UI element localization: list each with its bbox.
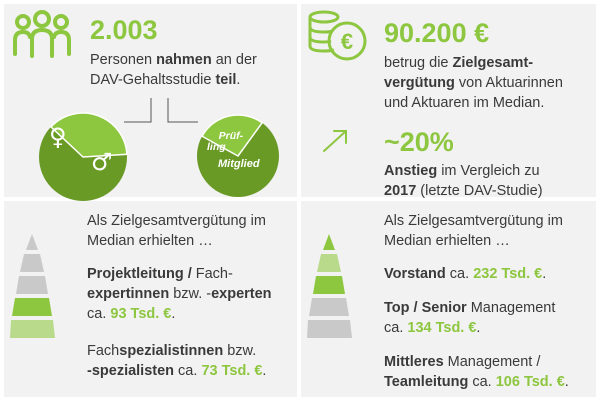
status-pie-chart [197,114,279,197]
management-panel: Als Zielgesamtvergütung im Median erhiel… [301,201,596,397]
median-salary-description: betrug die Zielgesamt- vergütung von Akt… [384,55,563,111]
participants-panel: 2.003 Personen nahmen an der DAV-Gehalts… [4,4,297,201]
coins-euro-icon: € [308,10,367,61]
specialists-item: Fachspezialistinnen bzw. -spezialisten c… [87,343,267,379]
specialists-intro: Als Zielgesamtvergütung im Median erhiel… [87,213,266,249]
svg-text:€: € [341,29,353,54]
increase-value: ~20% [384,127,454,157]
male-symbol: ♂ [91,148,113,176]
connector-lines [124,98,198,123]
project-lead-item: Projektleitung / Fach- expertinnen bzw. … [87,266,272,322]
senior-management-item: Top / Senior Management ca. 134 Tsd. €. [384,300,556,336]
pyramid-icon-specialists [10,234,55,338]
gender-pie-female-slice [50,113,127,157]
board-item: Vorstand ca. 232 Tsd. €. [384,266,547,282]
increase-description: Anstieg im Vergleich zu 2017 (letzte DAV… [384,163,543,199]
pruefling-label: Prüf- ling [207,130,244,153]
mitglied-label: Mitglied [218,158,260,170]
pyramid-icon-management [307,234,352,338]
participants-description: Personen nahmen an der DAV-Gehaltsstudie… [90,52,257,88]
arrow-up-right-icon [323,130,347,152]
female-symbol: ♀ [49,123,67,151]
gender-pie-chart [39,112,128,201]
participant-count: 2.003 [90,15,158,45]
specialists-panel: Als Zielgesamtvergütung im Median erhiel… [4,201,297,397]
management-intro: Als Zielgesamtvergütung im Median erhiel… [384,213,563,249]
middle-management-item: Mittleres Management / Teamleitung ca. 1… [384,354,569,390]
median-salary: 90.200 € [384,18,490,48]
status-pie-pruefling-slice [201,114,264,157]
people-group-icon [13,10,71,58]
salary-panel: € 90.200 € betrug die Zielgesamt- vergüt… [301,4,596,199]
